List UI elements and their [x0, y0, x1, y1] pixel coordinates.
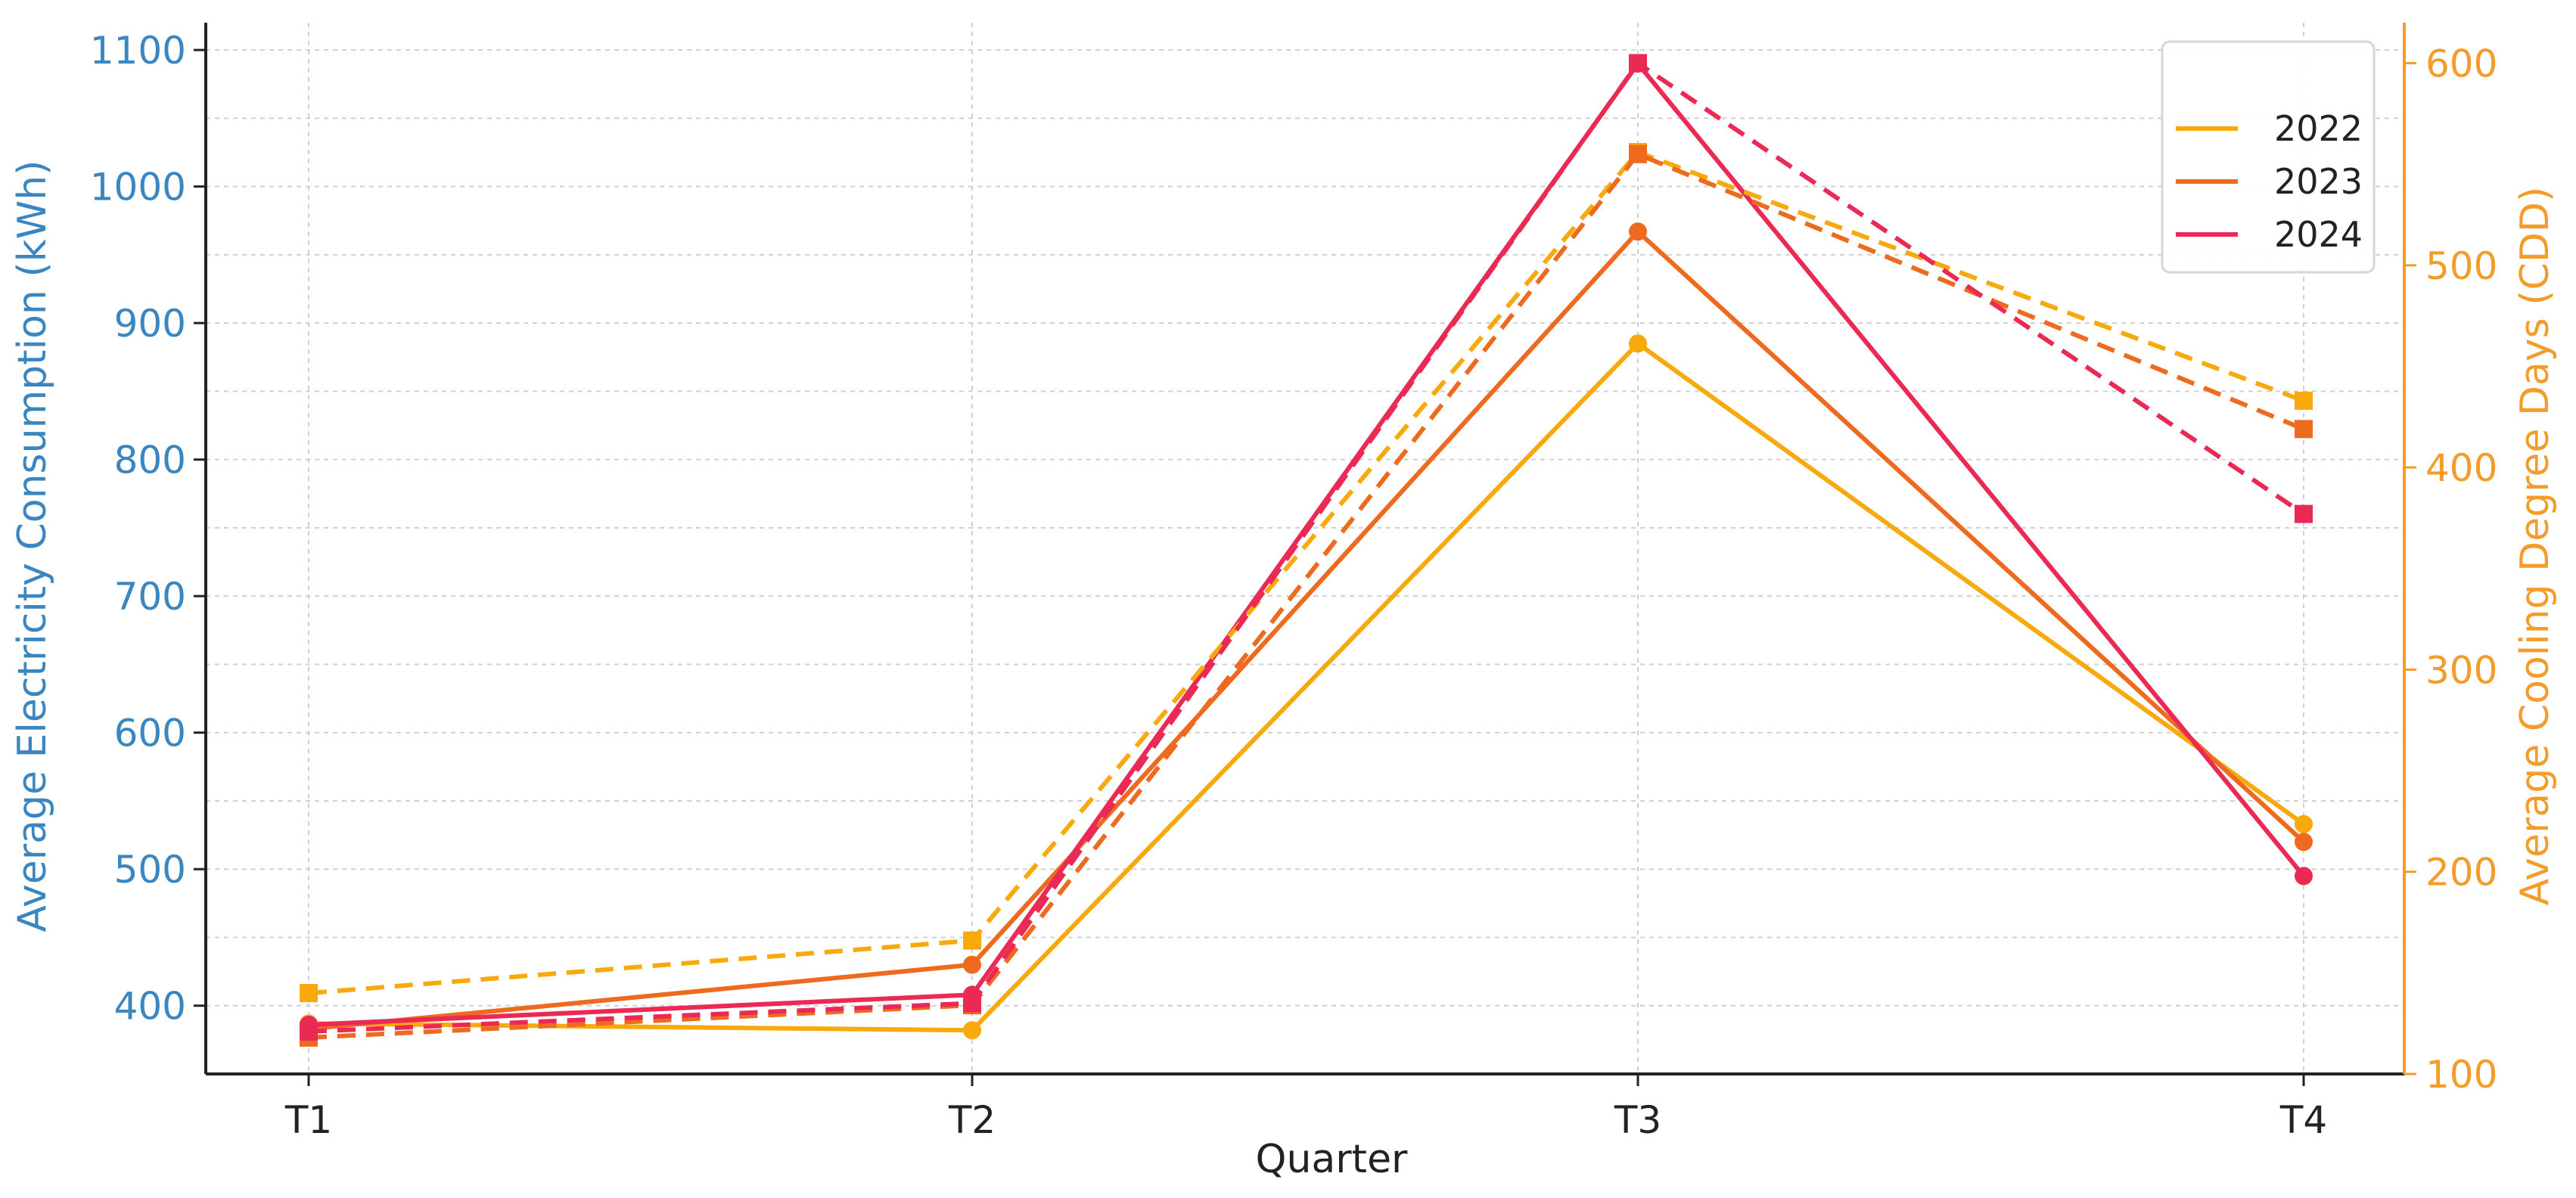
y-tick-label-left: 500 — [114, 848, 186, 892]
axes: 400 500 600 700 800 900 1000 1100 100 200 300 400 50… — [90, 23, 2497, 1142]
data-point-2022-right — [963, 931, 981, 950]
y-axis-title-left: Average Electricity Consumption (kWh) — [10, 160, 55, 933]
y-tick-label-right: 200 — [2425, 851, 2497, 895]
legend-box — [2161, 40, 2376, 274]
x-tick-label: T2 — [948, 1098, 996, 1142]
series-line-2024-right — [308, 61, 2305, 1034]
data-point-2023-right — [2295, 420, 2313, 439]
legend-label: 2024 — [2274, 214, 2363, 255]
x-tick-label: T4 — [2279, 1098, 2327, 1142]
data-point-2024-right — [300, 1022, 318, 1041]
y-tick-label-left: 600 — [114, 712, 186, 756]
y-tick-label-left: 400 — [114, 985, 186, 1029]
y-tick-label-right: 600 — [2425, 42, 2497, 85]
y-tick-label-left: 900 — [114, 302, 186, 346]
legend-label: 2022 — [2274, 108, 2363, 149]
series-line-2022-right — [308, 150, 2305, 996]
data-point-2023-left — [963, 955, 981, 974]
y-axis-title-right: Average Cooling Degree Days (CDD) — [2512, 187, 2558, 905]
legend-label: 2023 — [2274, 161, 2363, 202]
data-point-2022-left — [1629, 334, 1647, 353]
series-line-2024-left — [308, 61, 2306, 1028]
y-tick-label-right: 100 — [2425, 1053, 2497, 1097]
x-tick-label: T1 — [284, 1098, 332, 1142]
y-tick-label-left: 800 — [114, 439, 186, 483]
series-line-2022-left — [308, 341, 2305, 1033]
data-point-2024-left — [2295, 867, 2313, 886]
data-point-2022-left — [2295, 815, 2313, 833]
series-line-2023-right — [308, 151, 2305, 1040]
y-tick-label-left: 1100 — [90, 29, 186, 73]
data-point-2023-left — [1629, 222, 1647, 241]
data-point-2023-right — [1629, 144, 1647, 163]
x-tick-label: T3 — [1614, 1098, 1661, 1142]
data-point-2022-left — [963, 1021, 981, 1040]
data-point-2023-left — [2295, 833, 2313, 852]
y-tick-label-right: 400 — [2425, 446, 2497, 490]
data-point-2024-right — [1629, 54, 1647, 73]
y-tick-label-left: 700 — [114, 575, 186, 619]
data-point-2024-right — [963, 994, 981, 1013]
series-lines — [308, 61, 2306, 1040]
x-axis-title: Quarter — [1256, 1137, 1409, 1182]
y-tick-label-right: 500 — [2425, 244, 2497, 288]
data-point-2022-right — [300, 984, 318, 1003]
series-markers — [300, 54, 2313, 1047]
series-line-2023-left — [308, 229, 2306, 1032]
data-point-2024-right — [2295, 504, 2313, 523]
legend: 2022 2023 2024 — [2161, 40, 2376, 274]
y-tick-label-right: 300 — [2425, 648, 2497, 692]
data-point-2022-right — [2295, 391, 2313, 410]
y-tick-label-left: 1000 — [90, 166, 186, 209]
